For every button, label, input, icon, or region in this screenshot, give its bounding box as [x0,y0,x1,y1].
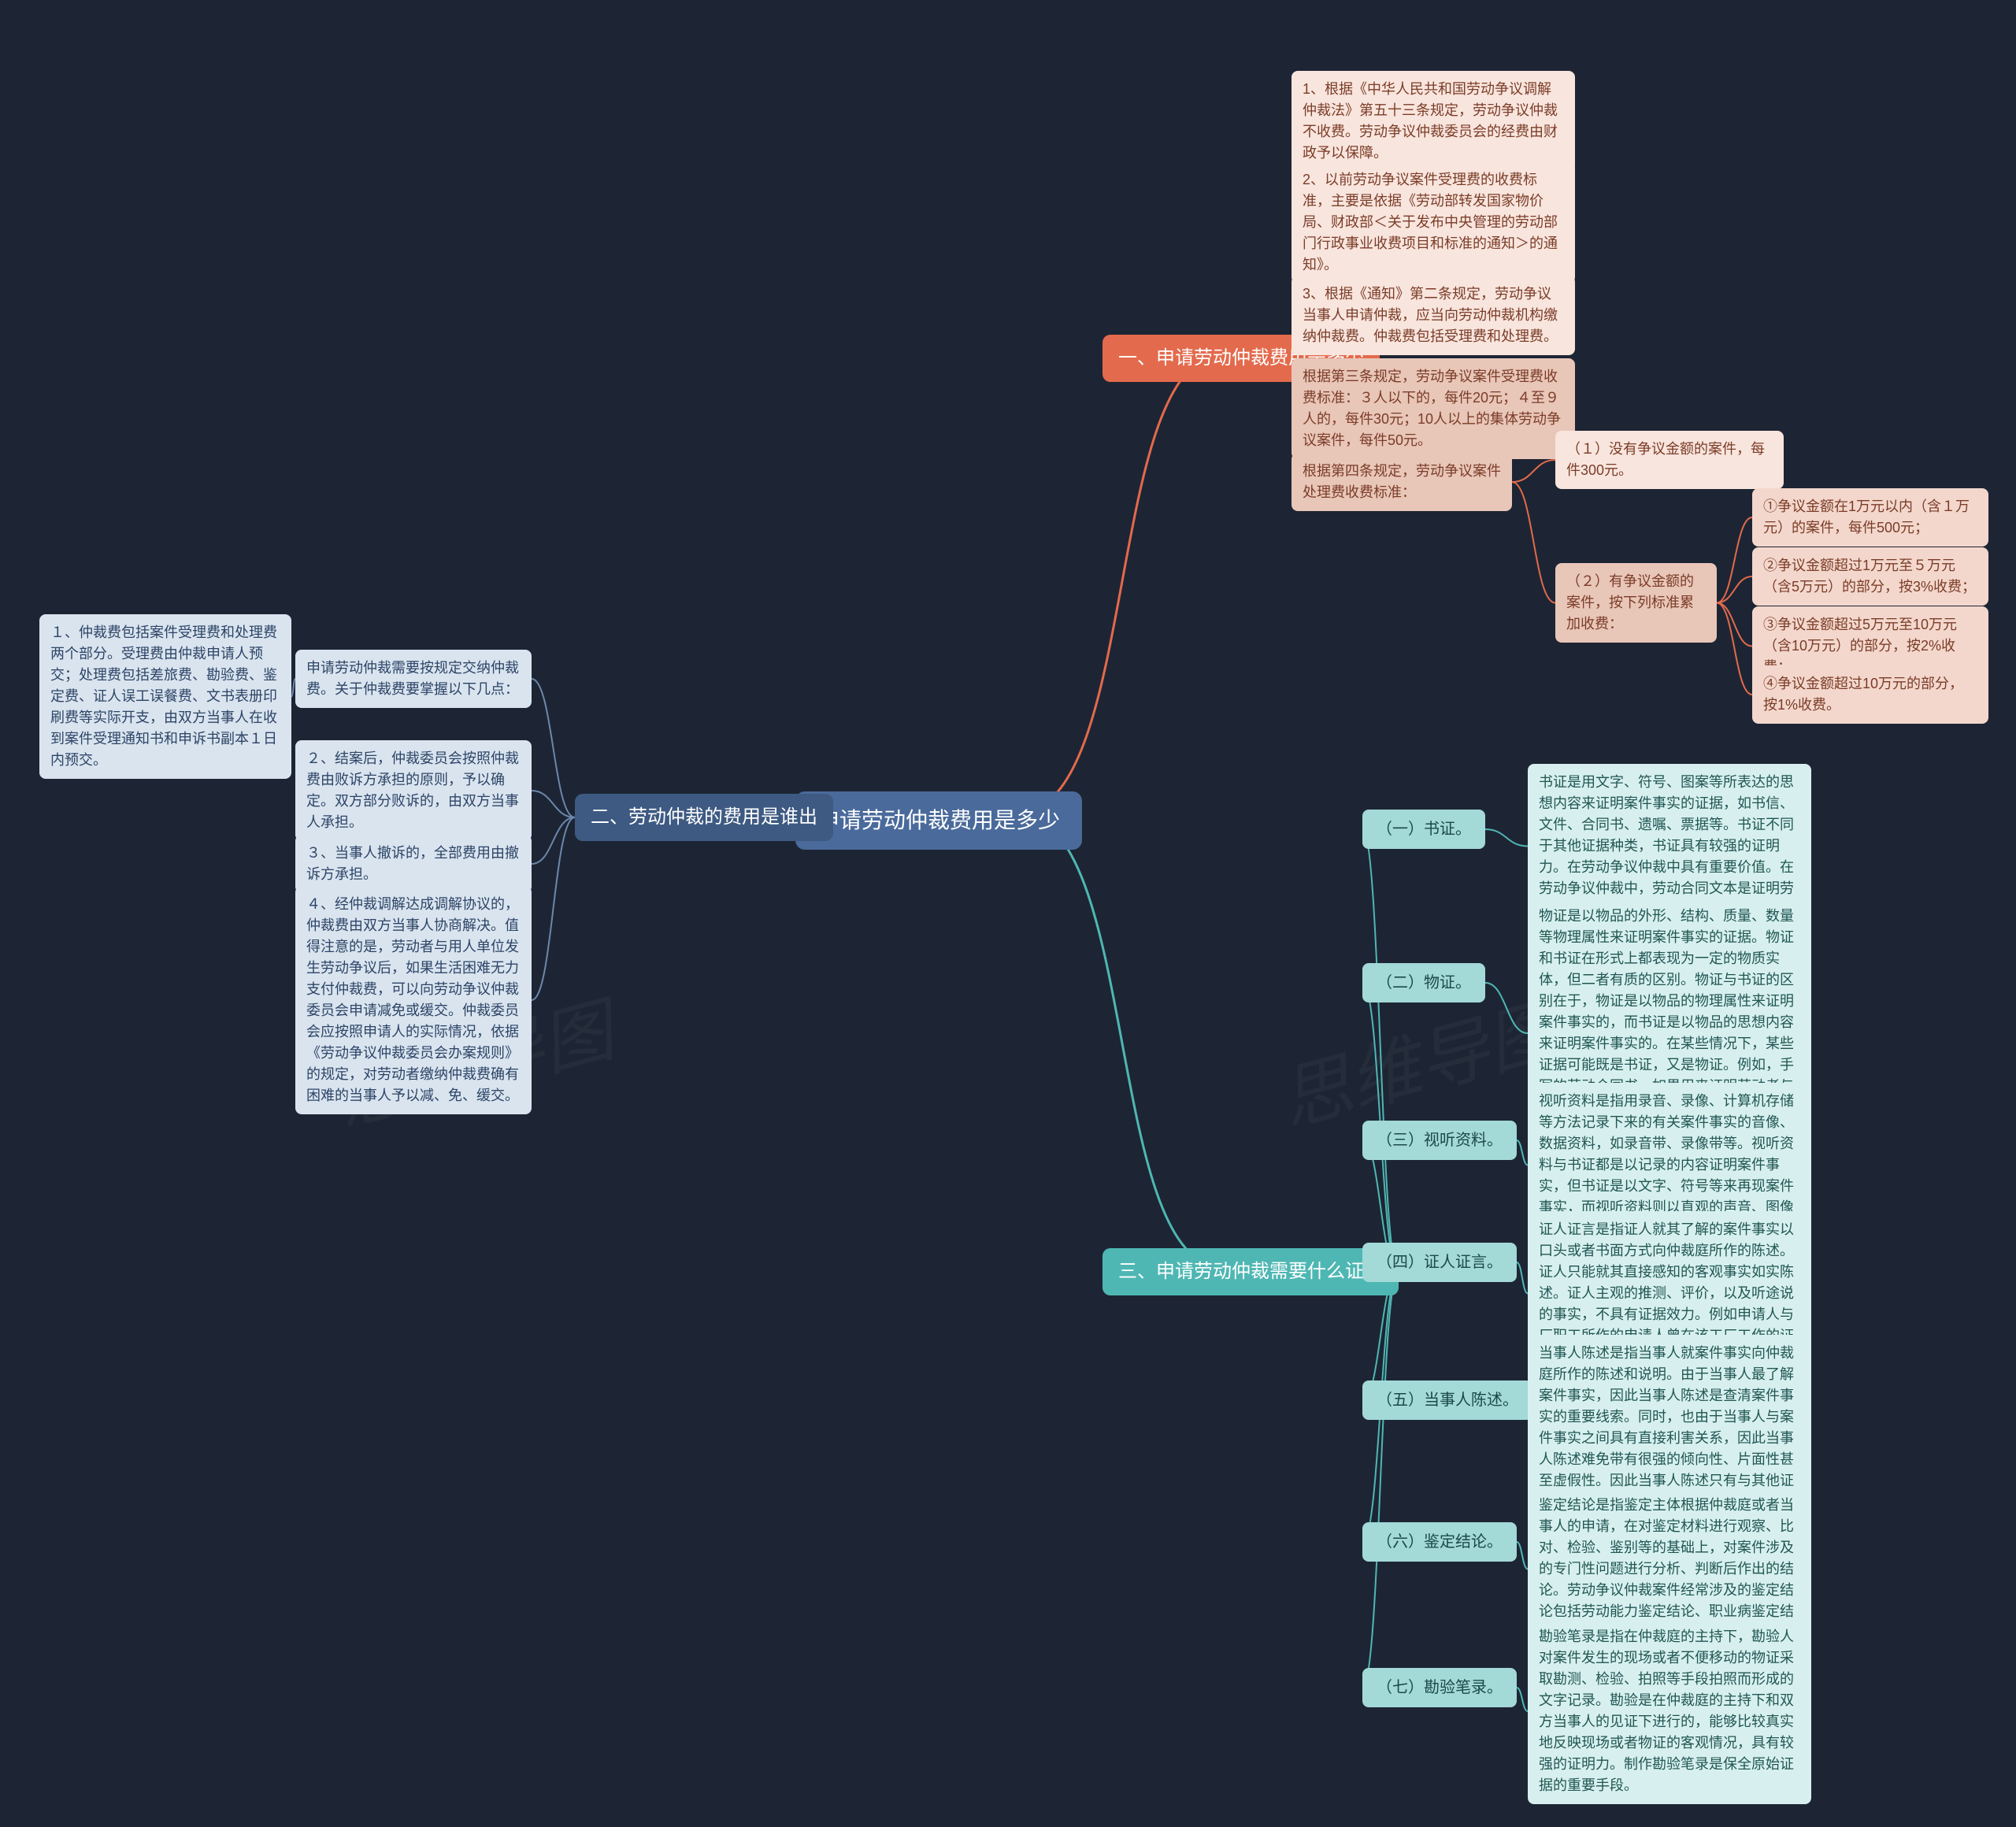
b1-item-1: 1、根据《中华人民共和国劳动争议调解仲裁法》第五十三条规定，劳动争议仲裁不收费。… [1292,71,1575,172]
b1-rule-2: ②争议金额超过1万元至５万元（含5万元）的部分，按3%收费； [1752,547,1988,606]
b3-sub-1[interactable]: （一）书证。 [1362,810,1485,849]
b1-item-2: 2、以前劳动争议案件受理费的收费标准，主要是依据《劳动部转发国家物价局、财政部＜… [1292,161,1575,284]
branch-2[interactable]: 二、劳动仲裁的费用是谁出 [575,794,833,841]
branch-3[interactable]: 三、申请劳动仲裁需要什么证据 [1102,1248,1399,1295]
b1-fee-has: （２）有争议金额的案件，按下列标准累加收费： [1555,563,1717,643]
b3-sub-3[interactable]: （三）视听资料。 [1362,1121,1517,1160]
b1-item-4: 根据第三条规定，劳动争议案件受理费收费标准：３人以下的，每件20元；４至９人的，… [1292,358,1575,459]
mindmap-canvas: 思维导图 思维导图 思维导图 申请劳动仲裁费用是多少 一、申请劳动仲裁费用是多少… [0,0,2016,1827]
b1-item-5: 根据第四条规定，劳动争议案件处理费收费标准： [1292,453,1512,511]
b1-rule-4: ④争议金额超过10万元的部分，按1%收费。 [1752,665,1988,724]
branch-3-label: 三、申请劳动仲裁需要什么证据 [1118,1261,1383,1282]
b2-item-2: ２、结案后，仲裁委员会按照仲裁费由败诉方承担的原则，予以确定。双方部分败诉的，由… [295,740,532,841]
b1-item-3: 3、根据《通知》第二条规定，劳动争议当事人申请仲裁，应当向劳动仲裁机构缴纳仲裁费… [1292,276,1575,355]
b2-item-1: １、仲裁费包括案件受理费和处理费两个部分。受理费由仲裁申请人预交；处理费包括差旅… [39,614,291,779]
b3-leaf-7: 勘验笔录是指在仲裁庭的主持下，勘验人对案件发生的现场或者不便移动的物证采取勘测、… [1528,1618,1811,1804]
branch-2-label: 二、劳动仲裁的费用是谁出 [591,806,817,828]
b2-item-3: ３、当事人撤诉的，全部费用由撤诉方承担。 [295,835,532,893]
b3-sub-4[interactable]: （四）证人证言。 [1362,1243,1517,1282]
root-label: 申请劳动仲裁费用是多少 [817,808,1060,832]
b3-sub-5[interactable]: （五）当事人陈述。 [1362,1380,1532,1420]
b3-sub-7[interactable]: （七）勘验笔录。 [1362,1668,1517,1707]
b3-sub-6[interactable]: （六）鉴定结论。 [1362,1522,1517,1562]
b3-sub-2[interactable]: （二）物证。 [1362,963,1485,1002]
b2-item-4: ４、经仲裁调解达成调解协议的，仲裁费由双方当事人协商解决。值得注意的是，劳动者与… [295,886,532,1114]
root-node[interactable]: 申请劳动仲裁费用是多少 [795,791,1082,850]
b2-intro: 申请劳动仲裁需要按规定交纳仲裁费。关于仲裁费要掌握以下几点： [295,650,532,708]
b1-fee-none: （１）没有争议金额的案件，每件300元。 [1555,431,1784,489]
b1-rule-1: ①争议金额在1万元以内（含１万元）的案件，每件500元； [1752,488,1988,547]
